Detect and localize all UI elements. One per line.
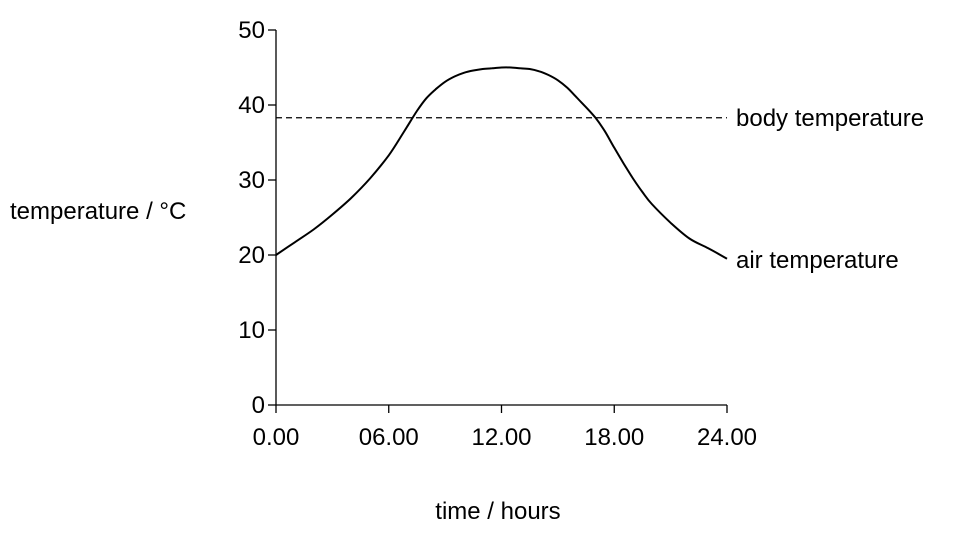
y-axis-title: temperature / °C xyxy=(10,198,186,225)
y-axis-ticks: 0 10 20 30 40 50 xyxy=(238,17,276,419)
series-label-air-temperature: air temperature xyxy=(736,247,899,274)
x-axis-title: time / hours xyxy=(435,498,560,525)
y-tick-label: 20 xyxy=(238,242,265,269)
y-tick-label: 50 xyxy=(238,17,265,44)
series-layer: air temperature body temperature xyxy=(275,66,924,274)
y-tick-label: 40 xyxy=(238,92,265,119)
x-tick-label: 18.00 xyxy=(584,424,644,451)
y-tick-label: 10 xyxy=(238,317,265,344)
y-tick-label: 0 xyxy=(252,392,265,419)
x-axis-ticks: 0.00 06.00 12.00 18.00 24.00 xyxy=(253,405,757,451)
x-tick-label: 24.00 xyxy=(697,424,757,451)
y-tick-label: 30 xyxy=(238,167,265,194)
series-line-air-temperature xyxy=(275,66,728,260)
x-tick-label: 0.00 xyxy=(253,424,300,451)
x-tick-label: 12.00 xyxy=(471,424,531,451)
x-tick-label: 06.00 xyxy=(359,424,419,451)
series-label-body-temperature: body temperature xyxy=(736,105,924,132)
